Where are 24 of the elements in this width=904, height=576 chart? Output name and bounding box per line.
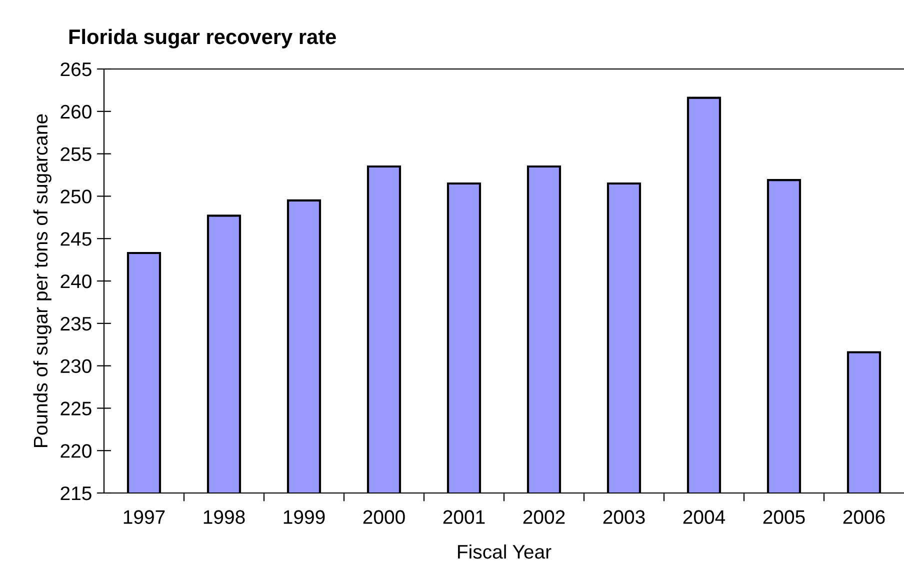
- y-tick-label: 220: [60, 444, 92, 458]
- y-tick-label: 230: [60, 359, 92, 374]
- y-tick-label: 225: [60, 402, 92, 416]
- y-tick-label: 265: [60, 62, 92, 76]
- y-tick-label: 245: [60, 232, 92, 246]
- x-tick-label: 1999: [284, 510, 325, 524]
- x-tick-label: 2000: [363, 510, 405, 524]
- y-tick-label: 250: [60, 190, 92, 204]
- x-tick-label: 2003: [603, 510, 645, 524]
- x-axis-title: Fiscal Year: [458, 544, 552, 559]
- x-tick-label: 2004: [683, 510, 726, 524]
- y-tick-label: 235: [60, 316, 92, 331]
- chart-title: Florida sugar recovery rate: [69, 28, 336, 48]
- x-tick-label: 1997: [124, 510, 165, 524]
- y-tick-label: 260: [60, 104, 92, 119]
- y-axis-title: Pounds of sugar per tons of sugarcane: [33, 114, 52, 447]
- y-tick-label: 255: [60, 147, 92, 162]
- y-tick-label: 215: [60, 486, 92, 500]
- x-tick-label: 2002: [523, 510, 565, 524]
- x-tick-label: 1998: [204, 510, 245, 524]
- x-tick-label: 2005: [763, 510, 805, 524]
- x-tick-label: 2006: [843, 510, 885, 524]
- y-tick-label: 240: [60, 274, 92, 288]
- x-tick-label: 2001: [443, 510, 485, 524]
